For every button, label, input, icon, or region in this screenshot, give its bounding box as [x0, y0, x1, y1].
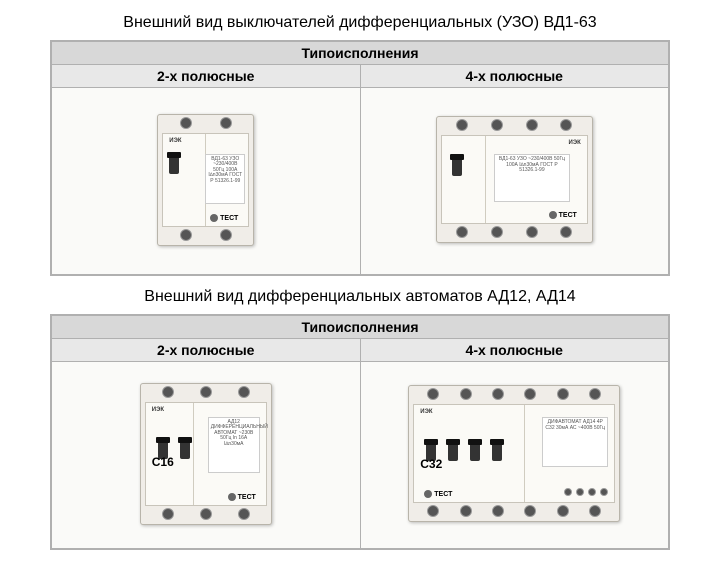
switch-lever [452, 154, 462, 176]
brand-label: ИЭК [569, 140, 581, 146]
spec-label: ВД1-63 УЗО ~230/400В 50Гц 100А I∆n30мА Г… [205, 154, 245, 204]
test-button: ТЕСТ [228, 493, 256, 501]
brand-label: ИЭК [152, 407, 164, 413]
section1-title: Внешний вид выключателей дифференциальны… [20, 14, 700, 32]
device-ad12-2pole: ИЭК C16 АД12 ДИФФЕРЕНЦИАЛЬНЫЙ АВТОМАТ ~2… [140, 383, 272, 525]
c16-label: C16 [152, 455, 174, 469]
device-ad14-4pole: ИЭК C32 ТЕСТ ДИФАВТОМАТ АД14 4Р С32 30мА… [408, 385, 620, 522]
table1-col1: 2-х полюсные [51, 65, 360, 88]
test-button: ТЕСТ [424, 490, 452, 498]
brand-label: ИЭК [420, 409, 432, 415]
spec-label: АД12 ДИФФЕРЕНЦИАЛЬНЫЙ АВТОМАТ ~230В 50Гц… [208, 417, 260, 473]
spec-label: ВД1-63 УЗО ~230/400В 50Гц 100А I∆n30мА Г… [494, 154, 570, 202]
table-1: Типоисполнения 2-х полюсные 4-х полюсные… [50, 40, 670, 276]
device-cell-2b: ИЭК C32 ТЕСТ ДИФАВТОМАТ АД14 4Р С32 30мА… [360, 362, 669, 550]
device-uzo-2pole: ИЭК ВД1-63 УЗО ~230/400В 50Гц 100А I∆n30… [157, 114, 254, 246]
device-uzo-4pole: ИЭК ВД1-63 УЗО ~230/400В 50Гц 100А I∆n30… [436, 116, 593, 243]
device-cell-1b: ИЭК ВД1-63 УЗО ~230/400В 50Гц 100А I∆n30… [360, 88, 669, 276]
device-cell-2a: ИЭК C16 АД12 ДИФФЕРЕНЦИАЛЬНЫЙ АВТОМАТ ~2… [51, 362, 360, 550]
table1-col2: 4-х полюсные [360, 65, 669, 88]
table2-header: Типоисполнения [51, 315, 669, 339]
brand-label: ИЭК [169, 138, 181, 144]
switch-lever [169, 152, 179, 174]
table1-header: Типоисполнения [51, 41, 669, 65]
c32-label: C32 [420, 457, 442, 471]
spec-label: ДИФАВТОМАТ АД14 4Р С32 30мА АС ~400В 50Г… [542, 417, 608, 467]
test-button: ТЕСТ [210, 214, 238, 222]
device-cell-1a: ИЭК ВД1-63 УЗО ~230/400В 50Гц 100А I∆n30… [51, 88, 360, 276]
table2-col1: 2-х полюсные [51, 339, 360, 362]
section2-title: Внешний вид дифференциальных автоматов А… [20, 288, 700, 306]
test-button: ТЕСТ [549, 211, 577, 219]
table2-col2: 4-х полюсные [360, 339, 669, 362]
table-2: Типоисполнения 2-х полюсные 4-х полюсные… [50, 314, 670, 550]
